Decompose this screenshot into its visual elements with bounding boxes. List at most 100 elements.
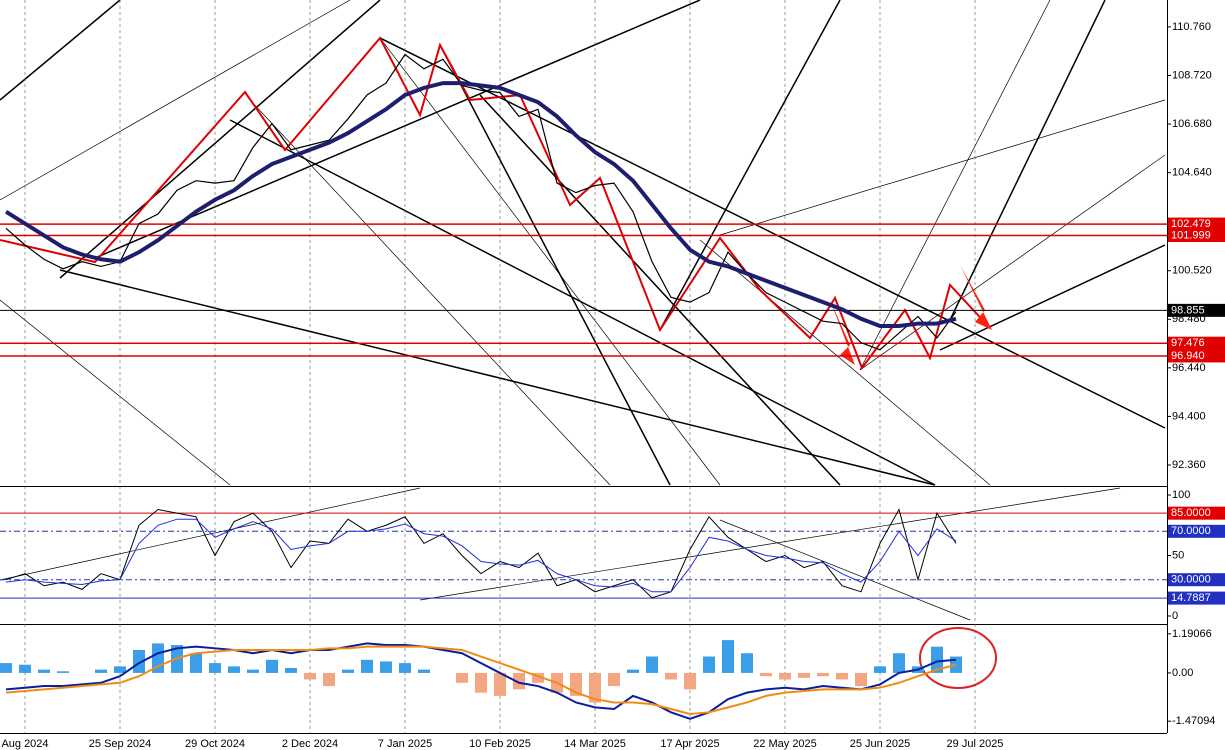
y-tick-label: 96.440 [1172, 362, 1206, 374]
histogram-bar [228, 666, 240, 673]
arrow [830, 300, 855, 365]
histogram-bar [893, 653, 905, 673]
series-line [4, 81, 957, 328]
histogram-bar [627, 669, 639, 673]
fan-line [719, 99, 1166, 236]
histogram-bar [798, 672, 810, 678]
histogram-bar [874, 666, 886, 673]
histogram-bar [0, 663, 12, 673]
histogram-bar [247, 669, 259, 673]
histogram-bar [722, 640, 734, 673]
level-label-box [1168, 506, 1225, 520]
histogram-bar [285, 668, 297, 673]
fan-line [859, 0, 1051, 371]
histogram-bar [646, 656, 658, 673]
histogram-bar [209, 663, 221, 673]
fan-line [0, 487, 421, 581]
histogram-bar [494, 672, 506, 696]
histogram-bar [323, 672, 335, 687]
series-line [5, 518, 957, 593]
series-line [5, 645, 957, 715]
histogram-bar [817, 672, 829, 677]
level-label: 70.0000 [1171, 525, 1211, 537]
gann-lines [0, 0, 1166, 621]
histogram-bar [741, 653, 753, 673]
level-label-box [1168, 217, 1225, 231]
level-label: 101.999 [1171, 229, 1211, 241]
x-tick-label: 25 Sep 2024 [89, 738, 151, 750]
histogram-bar [304, 672, 316, 680]
x-tick-label: 10 Feb 2025 [469, 738, 531, 750]
trend-line [949, 0, 1106, 321]
level-label: 96.940 [1171, 350, 1205, 362]
y-tick-label: 0.00 [1172, 667, 1193, 679]
y-tick-label: 104.640 [1172, 167, 1212, 179]
level-label: 85.0000 [1171, 507, 1211, 519]
y-tick-label: -1.47094 [1172, 715, 1215, 727]
histogram-bar [95, 669, 107, 673]
fan-line [0, 299, 231, 486]
histogram-bar [190, 653, 202, 673]
series-line [5, 508, 957, 599]
y-tick-label: 110.760 [1172, 21, 1211, 33]
histogram-bar [475, 672, 487, 693]
level-label-box [1168, 573, 1225, 587]
fan-line [0, 0, 351, 201]
y-tick-label: 106.680 [1172, 118, 1212, 130]
trend-line [59, 0, 381, 279]
fan-line [699, 239, 991, 486]
histogram-bar [855, 672, 867, 687]
x-tick-label: Aug 2024 [1, 738, 48, 750]
y-tick-label: 1.19066 [1172, 628, 1212, 640]
y-tick-label: 94.400 [1172, 410, 1206, 422]
histogram-bar [513, 672, 525, 690]
level-label: 30.0000 [1171, 574, 1211, 586]
y-tick-label: 108.720 [1172, 69, 1212, 81]
x-tick-label: 7 Jan 2025 [378, 738, 432, 750]
highlight-circle [919, 627, 997, 689]
histogram-bar [456, 672, 468, 683]
histogram-bar [380, 661, 392, 673]
histogram-bar [703, 656, 715, 673]
trend-line [939, 244, 1166, 351]
histogram-bar [399, 663, 411, 673]
trend-line [59, 269, 936, 486]
fan-line [859, 154, 1166, 371]
histogram-bar [931, 646, 943, 673]
level-label: 14.7887 [1171, 592, 1211, 604]
histogram-bar [57, 671, 69, 673]
x-tick-label: 25 Jun 2025 [850, 738, 911, 750]
y-tick-label: 100 [1172, 489, 1190, 501]
zigzag [0, 36, 991, 371]
histogram-bar [532, 672, 544, 683]
x-tick-label: 2 Dec 2024 [282, 738, 338, 750]
fan-line [379, 37, 721, 486]
plot-background [0, 0, 1167, 733]
trend-line [659, 0, 841, 331]
level-label-box [1168, 303, 1225, 317]
level-label: 102.479 [1171, 218, 1211, 230]
histogram-bar [779, 672, 791, 680]
level-label-box [1168, 336, 1225, 350]
fan-line [419, 487, 1121, 601]
trend-line [379, 37, 1166, 429]
y-tick-label: 0 [1172, 610, 1178, 622]
level-label: 98.855 [1171, 304, 1205, 316]
x-tick-label: 17 Apr 2025 [660, 738, 719, 750]
arrow [960, 265, 992, 330]
histogram-bar [760, 672, 772, 677]
histogram-bar [19, 664, 31, 673]
histogram-bar [418, 669, 430, 673]
series-line [5, 53, 957, 351]
level-label-box [1168, 524, 1225, 538]
histogram-bar [361, 659, 373, 673]
trend-line [439, 44, 671, 486]
level-label: 97.476 [1171, 337, 1205, 349]
x-tick-label: 14 Mar 2025 [564, 738, 626, 750]
histogram-bar [665, 672, 677, 680]
x-tick-label: 29 Jul 2025 [947, 738, 1004, 750]
series-line [5, 642, 957, 720]
y-tick-label: 92.360 [1172, 459, 1206, 471]
